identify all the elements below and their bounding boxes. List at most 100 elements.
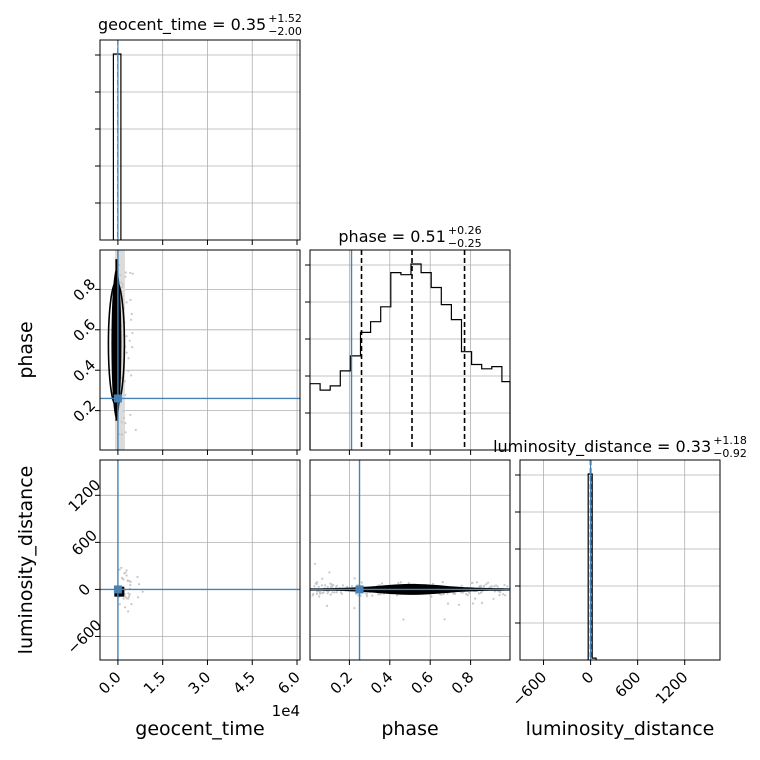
scatter-point xyxy=(321,591,324,594)
scatter-point xyxy=(397,581,400,585)
scatter-point xyxy=(335,584,338,588)
tick-label-x-phase: 0.2 xyxy=(327,668,357,698)
scatter-point xyxy=(124,606,127,609)
scatter-point xyxy=(474,597,477,600)
title-text: phase = 0.51 xyxy=(338,227,445,246)
scatter-point xyxy=(127,610,130,613)
scatter-point xyxy=(120,377,123,380)
tick-label-x-geocent_time: 0.0 xyxy=(95,668,125,698)
axis-label-x-geocent_time: geocent_time xyxy=(135,718,264,740)
axis-label-y-phase: phase xyxy=(15,321,37,378)
panel-luminosity_distance-vs-geocent_time xyxy=(100,460,300,660)
scatter-point xyxy=(365,595,368,598)
scatter-point xyxy=(130,318,133,321)
axis-label-x-phase: phase xyxy=(381,718,438,740)
scatter-point xyxy=(128,339,131,342)
scatter-point xyxy=(506,585,509,588)
title-upper-error: +0.26 xyxy=(448,224,482,237)
scatter-point xyxy=(492,597,495,600)
scatter-point xyxy=(477,592,480,595)
scatter-point xyxy=(441,581,444,584)
scatter-point xyxy=(493,585,496,588)
histogram-geocent_time xyxy=(112,53,122,240)
scatter-point xyxy=(122,410,125,413)
scatter-point xyxy=(317,585,320,588)
scatter-point xyxy=(468,591,471,595)
scatter-point xyxy=(443,618,446,621)
panel-frame-luminosity_distance-geocent_time xyxy=(99,459,301,661)
scatter-point xyxy=(319,590,322,594)
title-text: geocent_time = 0.35 xyxy=(98,15,266,35)
scatter-point xyxy=(486,581,490,584)
scatter-point xyxy=(123,572,126,575)
scatter-point xyxy=(125,569,128,572)
scatter-point xyxy=(123,380,126,383)
scatter-point xyxy=(469,582,473,585)
scatter-point xyxy=(479,584,482,587)
scatter-point xyxy=(122,578,125,581)
scatter-point xyxy=(118,603,121,606)
scatter-point xyxy=(499,591,502,594)
scatter-point xyxy=(480,590,483,593)
scatter-point xyxy=(480,601,484,605)
scatter-point xyxy=(503,584,506,587)
histogram-luminosity_distance xyxy=(587,473,597,660)
scatter-point xyxy=(319,592,322,595)
scatter-point xyxy=(328,571,331,574)
scatter-point xyxy=(504,594,507,597)
scatter-point xyxy=(457,603,461,606)
scatter-point xyxy=(119,274,122,277)
scatter-point xyxy=(128,595,131,598)
tick-label-y-luminosity_distance: 0 xyxy=(75,580,94,599)
panel-frame-luminosity_distance-luminosity_distance xyxy=(519,459,721,661)
scatter-point xyxy=(125,335,128,338)
scatter-point xyxy=(346,585,349,589)
scatter-point xyxy=(141,590,144,593)
tick-label-y-phase: 0.2 xyxy=(70,396,100,426)
scatter-point xyxy=(453,592,457,596)
scatter-point xyxy=(130,603,133,606)
scatter-point xyxy=(341,584,344,587)
scatter-point xyxy=(120,281,123,284)
scatter-point xyxy=(490,585,493,588)
scatter-point xyxy=(130,312,133,316)
scatter-point xyxy=(333,591,336,594)
scatter-point xyxy=(129,583,132,587)
tick-label-x-luminosity_distance: 1200 xyxy=(652,668,692,708)
title-lower-error: −0.25 xyxy=(448,237,482,250)
scatter-point xyxy=(327,590,330,593)
axis-label-x-luminosity_distance: luminosity_distance xyxy=(526,718,715,740)
panel-frame-phase-geocent_time xyxy=(99,249,301,451)
scatter-point xyxy=(121,285,124,289)
tick-label-x-geocent_time: 3.0 xyxy=(185,668,215,698)
scatter-point xyxy=(128,580,131,583)
scatter-point xyxy=(128,593,131,596)
scatter-point xyxy=(407,581,410,585)
scatter-point xyxy=(120,421,123,424)
scatter-point xyxy=(136,575,139,579)
scatter-point xyxy=(120,433,124,436)
scatter-point xyxy=(329,593,332,596)
tick-label-x-luminosity_distance: −600 xyxy=(508,668,550,710)
scatter-point xyxy=(380,582,384,585)
tick-label-x-luminosity_distance: 0 xyxy=(578,668,597,687)
scatter-point xyxy=(377,593,380,596)
scatter-point xyxy=(324,584,327,587)
panel-frame-luminosity_distance-phase xyxy=(309,459,511,661)
title-lower-error: −2.00 xyxy=(268,25,302,38)
scatter-point xyxy=(134,428,137,431)
title-text: luminosity_distance = 0.33 xyxy=(493,437,711,457)
scatter-point xyxy=(446,592,449,595)
scatter-point xyxy=(314,582,317,585)
scatter-point xyxy=(130,374,133,377)
truth-marker xyxy=(113,394,122,403)
scatter-point xyxy=(502,593,505,596)
panel-frame-phase-phase xyxy=(309,249,511,451)
scatter-point xyxy=(118,433,121,436)
scatter-point xyxy=(316,581,319,584)
scatter-point xyxy=(331,591,334,594)
tick-label-y-phase: 0.4 xyxy=(70,356,100,386)
tick-label-x-geocent_time: 1.5 xyxy=(140,668,170,698)
tick-label-x-geocent_time: 4.5 xyxy=(229,668,259,698)
scatter-point xyxy=(118,263,121,267)
